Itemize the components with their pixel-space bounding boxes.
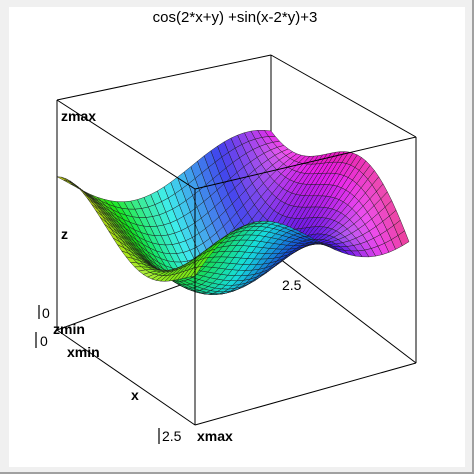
plot-canvas: cos(2*x+y) +sin(x-2*y)+3 zmax z zmin xmi…: [9, 7, 465, 467]
surface-plot[interactable]: cos(2*x+y) +sin(x-2*y)+3 zmax z zmin xmi…: [9, 7, 465, 467]
box-edge: [194, 362, 417, 426]
box-edge: [194, 136, 417, 190]
box-front-edges: [56, 99, 417, 426]
y-end-tick-label: 2.5: [282, 277, 302, 293]
box-edge: [270, 251, 417, 364]
z-axis-label: z: [61, 226, 68, 242]
box-edge: [56, 99, 196, 190]
x-axis-label: x: [131, 387, 139, 403]
xmax-label: xmax: [197, 428, 233, 444]
zmax-label: zmax: [61, 108, 96, 124]
surface-mesh: [56, 130, 410, 295]
xmin-label: xmin: [67, 344, 100, 360]
x-start-tick-label: 0: [40, 333, 48, 349]
zmin-label: zmin: [53, 321, 85, 337]
x-end-tick-label: 2.5: [162, 428, 182, 444]
box-edge: [56, 329, 196, 426]
box-edge: [270, 54, 417, 138]
box-edge: [56, 54, 272, 101]
z-start-tick-label: 0: [42, 305, 50, 321]
chart-title: cos(2*x+y) +sin(x-2*y)+3: [153, 9, 318, 26]
